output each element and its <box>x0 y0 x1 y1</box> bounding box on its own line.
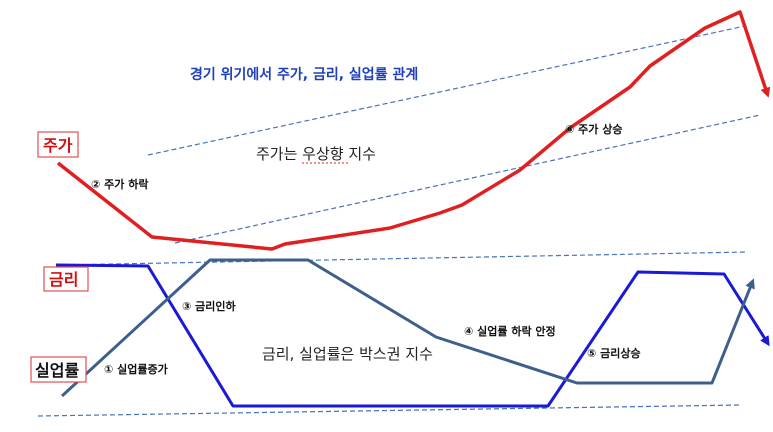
box-channel-upper <box>59 251 749 266</box>
step-3-label: ③ 금리인하 <box>182 299 237 313</box>
step-6-label: ⑥ 주가 상승 <box>565 122 622 136</box>
rate-label: 금리 <box>49 270 78 289</box>
step-5-label: ⑤ 금리상승 <box>587 346 641 360</box>
diagram-title: 경기 위기에서 주가, 금리, 실업률 관계 <box>190 66 418 83</box>
box-trend-note: 금리, 실업률은 박스권 지수 <box>262 345 433 363</box>
unemployment-label-box <box>30 356 87 383</box>
stock-label: 주가 <box>43 136 73 155</box>
rate-line <box>55 263 770 408</box>
step-2-label: ② 주가 하락 <box>91 177 148 191</box>
box-channel-lower <box>37 404 741 417</box>
stock-channel-lower <box>174 114 761 244</box>
rate-label-box <box>43 266 89 292</box>
stock-channel-upper <box>147 25 746 156</box>
stock-line <box>56 10 771 251</box>
step-4-label: ④ 실업률 하락 안정 <box>464 324 556 338</box>
unemployment-label: 실업률 <box>35 361 79 380</box>
unemployment-line <box>60 258 755 398</box>
stock-trend-note: 주가는 우상향 지수 <box>256 145 376 163</box>
stock-label-box <box>37 131 79 158</box>
step-1-label: ① 실업률증가 <box>104 362 168 376</box>
